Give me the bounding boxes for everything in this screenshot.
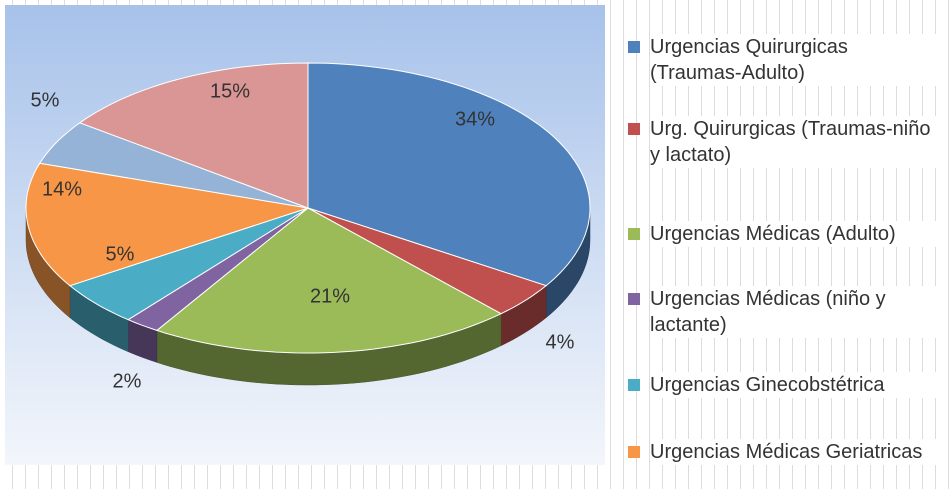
slice xyxy=(78,62,309,209)
legend-item: Urgencias Médicas Geriatricas xyxy=(628,439,950,465)
legend: Urgencias Quirurgicas (Traumas-Adulto) Ur… xyxy=(628,0,950,489)
legend-swatch xyxy=(628,293,640,305)
legend-item: Urgencias Quirurgicas (Traumas-Adulto) xyxy=(628,34,950,86)
slice xyxy=(307,207,548,315)
data-label: 14% xyxy=(42,178,82,200)
legend-label: Urg. Quirurgicas (Traumas-niño y lactato… xyxy=(650,116,940,168)
slice xyxy=(25,162,309,287)
data-label: 15% xyxy=(210,80,250,102)
data-label: 5% xyxy=(106,243,135,265)
legend-label: Urgencias Médicas (Adulto) xyxy=(650,221,940,247)
data-label: 4% xyxy=(546,331,575,353)
slice xyxy=(68,207,309,321)
data-label: 34% xyxy=(455,108,495,130)
slice xyxy=(155,207,503,354)
data-label: 21% xyxy=(310,285,350,307)
data-label: 2% xyxy=(113,370,142,392)
legend-swatch xyxy=(628,123,640,135)
legend-label: Urgencias Médicas (niño y lactante) xyxy=(650,286,940,338)
legend-swatch xyxy=(628,41,640,53)
data-label: 5% xyxy=(31,89,60,111)
legend-swatch xyxy=(628,228,640,240)
legend-label: Urgencias Ginecobstétrica xyxy=(650,372,940,398)
legend-item: Urgencias Médicas (niño y lactante) xyxy=(628,286,950,338)
legend-item: Urgencias Médicas (Adulto) xyxy=(628,221,950,247)
legend-swatch xyxy=(628,446,640,458)
legend-item: Urgencias Ginecobstétrica xyxy=(628,372,950,398)
slice xyxy=(307,62,591,287)
legend-label: Urgencias Médicas Geriatricas xyxy=(650,439,940,465)
slice xyxy=(38,122,309,209)
legend-label: Urgencias Quirurgicas (Traumas-Adulto) xyxy=(650,34,940,86)
legend-swatch xyxy=(628,379,640,391)
legend-item: Urg. Quirurgicas (Traumas-niño y lactato… xyxy=(628,116,950,168)
